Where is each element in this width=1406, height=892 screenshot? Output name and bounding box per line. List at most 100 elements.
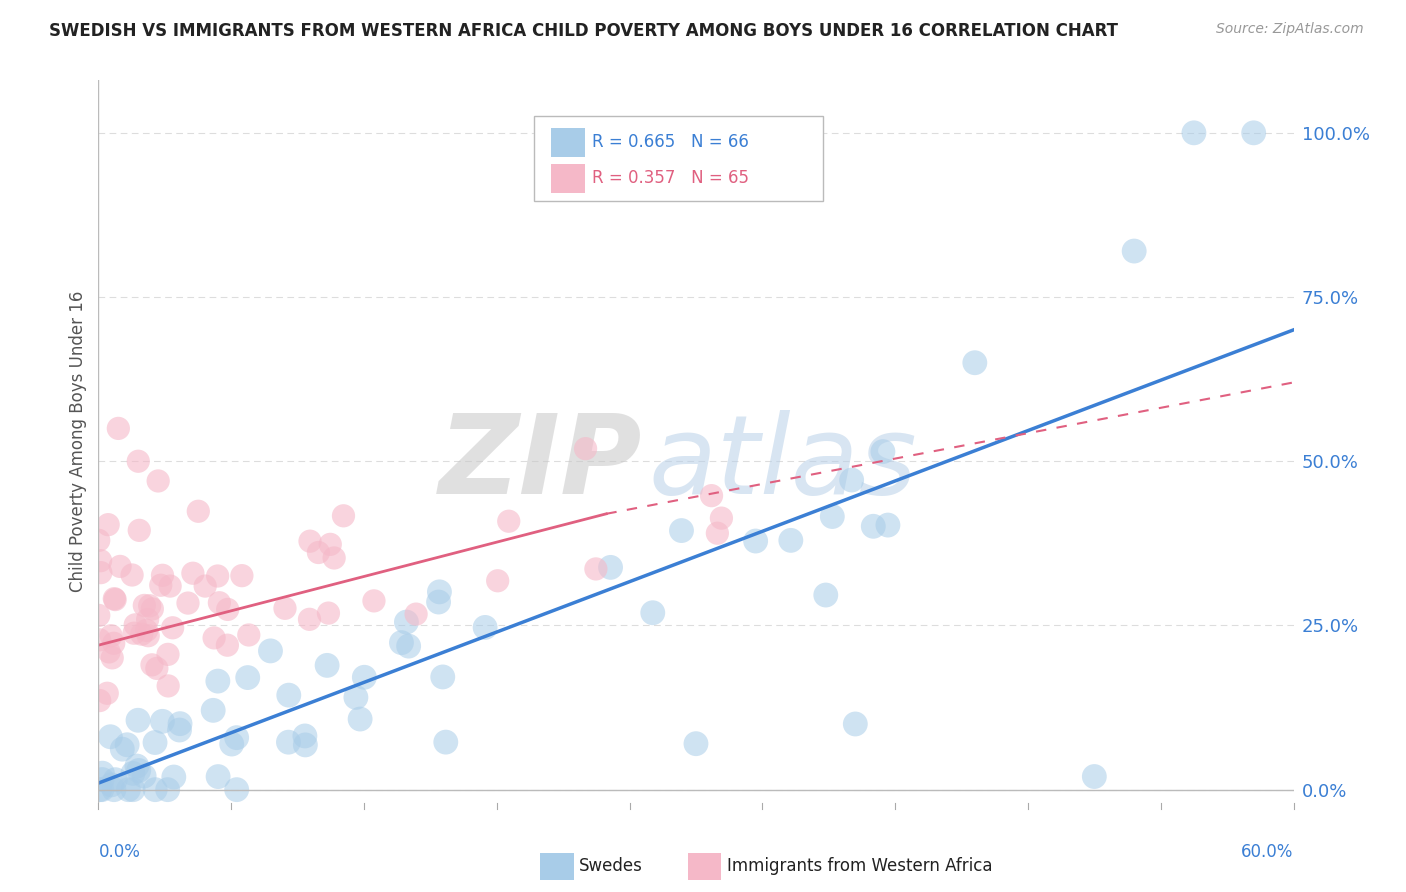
Point xyxy=(821,509,844,524)
Point xyxy=(236,671,259,685)
Point xyxy=(474,620,496,634)
Point xyxy=(152,568,174,582)
Text: SWEDISH VS IMMIGRANTS FROM WESTERN AFRICA CHILD POVERTY AMONG BOYS UNDER 16 CORR: SWEDISH VS IMMIGRANTS FROM WESTERN AFRIC… xyxy=(49,22,1118,40)
Point xyxy=(100,730,122,744)
Point xyxy=(89,782,111,797)
Point xyxy=(207,674,229,689)
Point xyxy=(486,574,509,588)
Point xyxy=(122,626,145,640)
Point xyxy=(115,738,138,752)
Point xyxy=(877,518,900,533)
Point xyxy=(259,644,281,658)
Point xyxy=(391,635,413,649)
Point xyxy=(152,714,174,729)
Point xyxy=(744,534,766,549)
Point xyxy=(194,579,217,593)
Point xyxy=(238,628,260,642)
Point xyxy=(307,545,329,559)
Point xyxy=(128,524,150,538)
Point xyxy=(217,638,239,652)
Point xyxy=(344,690,367,705)
Point xyxy=(298,612,321,626)
Text: Source: ZipAtlas.com: Source: ZipAtlas.com xyxy=(1216,22,1364,37)
Point xyxy=(141,657,163,672)
Point xyxy=(706,526,728,541)
Point xyxy=(111,742,134,756)
Point xyxy=(862,519,884,533)
Point xyxy=(143,782,166,797)
Point xyxy=(841,473,863,487)
Point xyxy=(208,596,231,610)
Point xyxy=(353,670,375,684)
Point xyxy=(100,629,122,643)
Point xyxy=(434,735,457,749)
Point xyxy=(872,444,894,458)
Point xyxy=(398,639,420,653)
Point xyxy=(685,737,707,751)
Point xyxy=(363,594,385,608)
Point xyxy=(599,560,621,574)
Point xyxy=(1243,126,1265,140)
Point xyxy=(963,356,986,370)
Point xyxy=(202,631,225,645)
Point xyxy=(169,716,191,731)
Point xyxy=(429,585,451,599)
Point xyxy=(149,578,172,592)
Text: ZIP: ZIP xyxy=(439,409,643,516)
Point xyxy=(1182,126,1205,140)
Point xyxy=(349,712,371,726)
Point xyxy=(221,737,243,751)
Point xyxy=(90,782,112,797)
Point xyxy=(844,717,866,731)
Point xyxy=(318,606,340,620)
Point xyxy=(162,621,184,635)
Point xyxy=(319,537,342,551)
Text: Immigrants from Western Africa: Immigrants from Western Africa xyxy=(727,857,993,875)
Text: Swedes: Swedes xyxy=(579,857,643,875)
Point xyxy=(277,688,299,702)
Point xyxy=(121,568,143,582)
Point xyxy=(87,533,110,548)
Point xyxy=(148,474,170,488)
Point xyxy=(1083,770,1105,784)
Point xyxy=(710,511,733,525)
Point xyxy=(136,612,159,626)
Point xyxy=(131,627,153,641)
Text: 60.0%: 60.0% xyxy=(1241,843,1294,861)
Point xyxy=(163,770,186,784)
Point xyxy=(141,602,163,616)
Point xyxy=(294,729,316,743)
Point xyxy=(1123,244,1146,258)
Point xyxy=(202,703,225,717)
Point xyxy=(217,602,239,616)
Point xyxy=(156,782,179,797)
Y-axis label: Child Poverty Among Boys Under 16: Child Poverty Among Boys Under 16 xyxy=(69,291,87,592)
Point xyxy=(700,489,723,503)
Point xyxy=(124,618,146,632)
Point xyxy=(87,608,110,623)
Point xyxy=(169,723,191,737)
Point xyxy=(225,731,247,745)
Text: R = 0.357   N = 65: R = 0.357 N = 65 xyxy=(592,169,749,186)
Point xyxy=(671,524,693,538)
Point xyxy=(225,782,247,797)
Point xyxy=(101,651,124,665)
Point xyxy=(143,735,166,749)
Point xyxy=(574,442,596,456)
Text: R = 0.665   N = 66: R = 0.665 N = 66 xyxy=(592,133,749,151)
Point xyxy=(108,559,131,574)
Point xyxy=(97,517,120,532)
Text: atlas: atlas xyxy=(648,409,917,516)
Point xyxy=(135,624,157,638)
Point xyxy=(405,607,427,621)
Point xyxy=(90,554,112,568)
Point xyxy=(136,629,159,643)
Point xyxy=(294,738,316,752)
Point xyxy=(207,569,229,583)
Point xyxy=(779,533,801,548)
Point xyxy=(107,421,129,435)
Text: 0.0%: 0.0% xyxy=(98,843,141,861)
Point xyxy=(427,595,450,609)
Point xyxy=(127,713,149,727)
Point xyxy=(103,782,125,797)
